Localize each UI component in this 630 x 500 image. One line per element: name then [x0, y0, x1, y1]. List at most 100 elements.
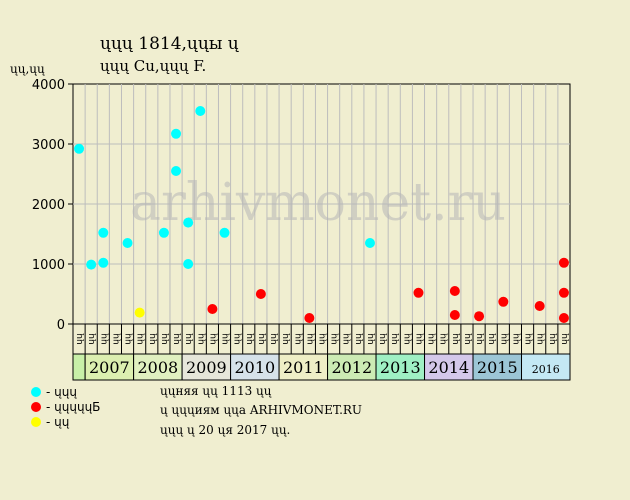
year-cell [521, 353, 571, 381]
quarter-row-box [72, 323, 571, 355]
legend-marker-cyan [31, 387, 41, 397]
year-cell [230, 353, 280, 381]
data-point [255, 289, 266, 299]
chart-subtitle: ųųų Cu,ųųų F. [100, 57, 206, 75]
quarter-label: ųų [427, 333, 437, 345]
quarter-label: ųų [281, 333, 291, 345]
data-point [195, 106, 206, 116]
quarter-label: ųų [293, 333, 303, 345]
year-cell [72, 353, 86, 381]
quarter-label: ųų [439, 333, 449, 345]
year-label: 2007 [89, 358, 130, 377]
data-point [74, 143, 85, 154]
data-point [207, 304, 218, 314]
quarter-label: ųų [487, 333, 497, 345]
quarter-label: ųų [160, 333, 170, 345]
year-label: 2010 [234, 358, 275, 377]
year-cell [133, 353, 183, 381]
year-row: 2007 2008 2009 2010 2011 2012 2013 2014 2015 2016 [72, 353, 571, 381]
quarter-label: ųų [342, 333, 352, 345]
quarter-label: ųų [560, 333, 570, 345]
y-tick-label: 2000 [32, 198, 65, 213]
quarter-label: ųų [499, 333, 509, 345]
legend-marker-red [31, 402, 41, 412]
quarter-label: ųų [87, 333, 97, 345]
quarter-label: ųų [124, 333, 134, 345]
data-point [171, 166, 182, 176]
data-point [86, 259, 97, 270]
note-line: ųųų ų 20 ųя 2017 ųų. [160, 423, 290, 437]
quarter-label: ųų [536, 333, 546, 345]
data-point [449, 310, 460, 320]
data-point [558, 257, 569, 268]
quarter-label: ųų [75, 333, 85, 345]
legend-label: - ųų [46, 415, 70, 429]
year-label: 2008 [137, 358, 178, 377]
note-line: ų ųųųиям ųųа ARHIVMONET.RU [160, 403, 362, 417]
quarter-label: ųų [414, 333, 424, 345]
y-tick-label: 3000 [32, 138, 65, 153]
data-point [98, 257, 109, 268]
quarter-label: ųų [463, 333, 473, 345]
data-point [364, 238, 375, 248]
year-label: 2012 [331, 358, 372, 377]
data-point [158, 227, 169, 238]
legend: - ųųų - ųųųųųБ - ųų [31, 385, 100, 429]
year-cell [327, 353, 377, 381]
quarter-label: ųų [136, 333, 146, 345]
y-tick-label: 0 [57, 318, 65, 333]
quarter-label: ųų [233, 333, 243, 345]
quarter-label: ųų [184, 333, 194, 345]
year-label: 2014 [428, 358, 469, 377]
legend-label: - ųųųųųБ [46, 400, 100, 414]
quarter-label: ųų [221, 333, 231, 345]
y-tick-label: 1000 [32, 258, 65, 273]
quarter-label: ųų [402, 333, 412, 345]
quarter-label: ųų [245, 333, 255, 345]
chart-title: ųųų 1814,ųųы ų [100, 34, 239, 54]
grid-lines [73, 84, 570, 324]
note-line: ųųняя ųų 1113 ųų [160, 384, 272, 398]
data-point [183, 217, 194, 228]
quarter-label: ųų [378, 333, 388, 345]
quarter-label: ųų [99, 333, 109, 345]
quarter-label: ųų [548, 333, 558, 345]
quarter-label: ųų [475, 333, 485, 345]
quarter-label: ųų [511, 333, 521, 345]
year-label: 2013 [380, 358, 421, 377]
year-label: 2011 [283, 358, 324, 377]
data-point [304, 313, 315, 323]
data-point [171, 128, 182, 139]
data-point [122, 238, 133, 248]
quarter-label: ųų [269, 333, 279, 345]
data-point [558, 287, 569, 298]
quarter-label: ųų [390, 333, 400, 345]
data-point [498, 296, 509, 307]
quarter-label: ųų [257, 333, 267, 345]
data-point [474, 311, 485, 322]
quarter-label: ųų [196, 333, 206, 345]
quarter-label: ųų [305, 333, 315, 345]
year-cell [278, 353, 329, 381]
quarter-label: ųų [148, 333, 158, 345]
quarter-label: ųų [354, 333, 364, 345]
year-cell [424, 353, 474, 381]
legend-marker-yellow [31, 417, 41, 427]
quarter-label: ųų [111, 333, 121, 345]
quarter-label: ųų [524, 333, 534, 345]
legend-label: - ųųų [46, 385, 77, 399]
year-label: 2016 [532, 363, 560, 376]
data-point [219, 227, 230, 238]
y-axis-unit: ųų,ųų [10, 62, 45, 76]
year-label: 2015 [477, 358, 518, 377]
quarter-label: ųų [330, 333, 340, 345]
data-point [413, 287, 424, 298]
data-point [134, 307, 145, 318]
data-point [558, 313, 569, 323]
year-label: 2009 [186, 358, 227, 377]
quarter-label-row: ųų ųų ųų ųų ųų ųų ųų ųų ųų ųų ųų ųų ųų ųų ųų ųų ųų ųų ųų ųų… [72, 323, 571, 355]
quarter-label: ųų [366, 333, 376, 345]
data-point [534, 301, 545, 311]
data-point [183, 259, 194, 269]
